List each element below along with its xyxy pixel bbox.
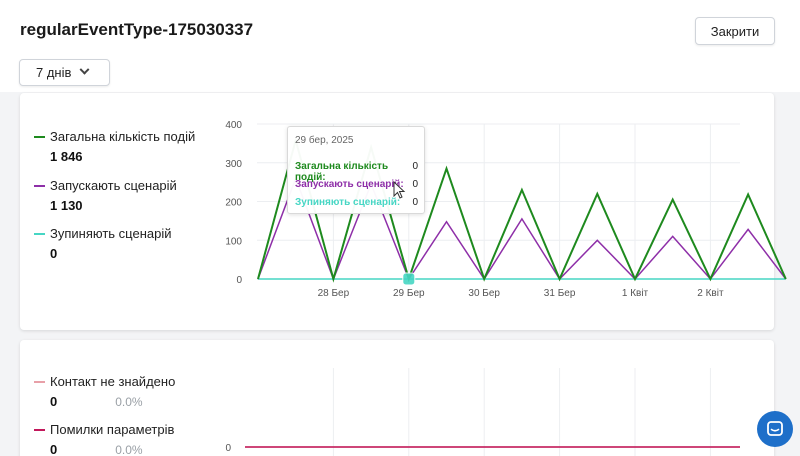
tooltip-label: Зупиняють сценарій: <box>295 197 401 208</box>
legend-swatch-params <box>34 428 45 431</box>
legend-item-total[interactable]: Загальна кількість подій 1 846 <box>34 129 195 164</box>
tooltip-value: 0 <box>412 197 418 208</box>
close-button[interactable]: Закрити <box>695 17 775 45</box>
legend-label: Запускають сценарій <box>50 178 177 193</box>
legend-value-row: 0 0.0% <box>50 442 174 456</box>
period-select-value: 7 днів <box>36 65 72 80</box>
x-tick-label: 1 Квіт <box>622 288 649 299</box>
tooltip-row-start: Запускають сценарій: 0 <box>295 179 418 190</box>
y-tick-label: 100 <box>225 236 242 247</box>
errors-chart[interactable]: 0 <box>0 340 800 456</box>
page-title: regularEventType-175030337 <box>20 20 254 39</box>
x-tick-label: 2 Квіт <box>697 288 724 299</box>
y-tick-label: 200 <box>225 198 242 209</box>
series-line <box>257 176 787 282</box>
x-tick-label: 29 Бер <box>393 288 425 299</box>
legend-value: 0 <box>50 394 58 409</box>
legend-item-param-errors[interactable]: Помилки параметрів 0 0.0% <box>34 422 174 456</box>
tooltip-value: 0 <box>412 161 418 172</box>
legend-swatch-stop <box>34 232 45 235</box>
legend-label: Загальна кількість подій <box>50 129 196 144</box>
legend-swatch-start <box>34 184 45 187</box>
legend-percent: 0.0% <box>115 395 143 409</box>
hover-point <box>402 272 416 286</box>
y-tick-label: 0 <box>236 275 242 286</box>
x-tick-label: 31 Бер <box>544 288 576 299</box>
tooltip-value: 0 <box>412 179 418 190</box>
chat-button[interactable] <box>757 411 793 447</box>
legend-label: Контакт не знайдено <box>50 374 176 389</box>
legend-value-row: 0 0.0% <box>50 394 175 409</box>
legend-value: 0 <box>50 442 58 456</box>
period-select[interactable]: 7 днів <box>19 59 110 86</box>
chart-tooltip: 29 бер, 2025 Загальна кількість подій: 0… <box>287 126 425 214</box>
legend-label: Помилки параметрів <box>50 422 175 437</box>
legend-value: 1 846 <box>50 149 83 164</box>
y-tick-label: 400 <box>225 120 242 131</box>
x-tick-label: 28 Бер <box>318 288 350 299</box>
series-line <box>257 136 787 283</box>
tooltip-title: 29 бер, 2025 <box>295 135 354 146</box>
cursor-icon <box>393 181 406 199</box>
legend-swatch-total <box>34 135 45 138</box>
tooltip-label: Запускають сценарій: <box>295 179 404 190</box>
chat-icon <box>767 421 783 436</box>
errors-card: Контакт не знайдено 0 0.0% Помилки парам… <box>20 340 774 456</box>
legend-swatch-contact <box>34 380 45 383</box>
legend-item-contact-not-found[interactable]: Контакт не знайдено 0 0.0% <box>34 374 175 409</box>
y-tick-label: 300 <box>225 159 242 170</box>
legend-item-stop[interactable]: Зупиняють сценарій 0 <box>34 226 172 261</box>
top-bar <box>0 0 800 92</box>
tooltip-row-stop: Зупиняють сценарій: 0 <box>295 197 418 208</box>
tooltip-row-total: Загальна кількість подій: 0 <box>295 161 418 183</box>
tooltip-label: Загальна кількість подій: <box>295 161 389 183</box>
legend-item-start[interactable]: Запускають сценарій 1 130 <box>34 178 177 213</box>
legend-value: 0 <box>50 246 58 261</box>
x-tick-label: 30 Бер <box>468 288 500 299</box>
legend-value: 1 130 <box>50 198 83 213</box>
legend-percent: 0.0% <box>115 443 143 456</box>
y-tick-label: 0 <box>225 443 231 454</box>
legend-label: Зупиняють сценарій <box>50 226 172 241</box>
